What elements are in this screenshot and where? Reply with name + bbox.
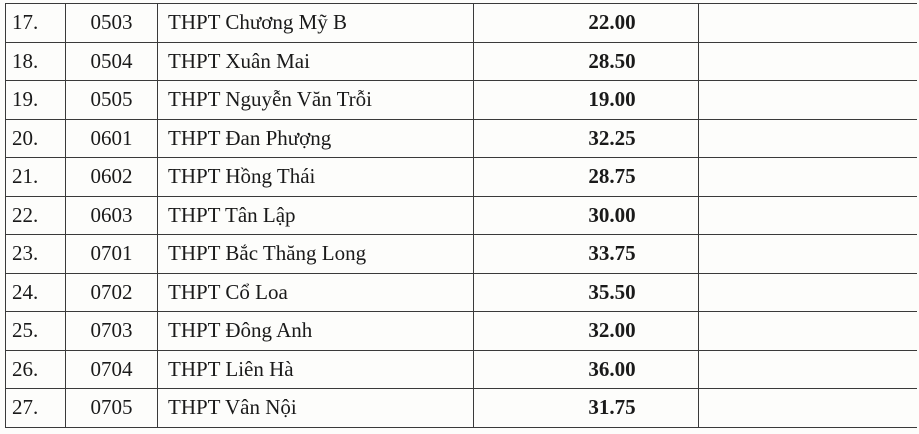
school-code: 0503: [65, 3, 158, 43]
table-row: 23. 0701 THPT Bắc Thăng Long 33.75: [5, 234, 917, 274]
note-cell: [698, 195, 917, 235]
school-name: THPT Cổ Loa: [157, 272, 474, 312]
school-code: 0505: [65, 80, 158, 120]
school-code: 0603: [65, 195, 158, 235]
cutoff-score: 32.00: [473, 311, 699, 351]
table-row: 20. 0601 THPT Đan Phượng 32.25: [5, 118, 917, 158]
row-number: 19.: [5, 80, 66, 120]
table-row: 21. 0602 THPT Hồng Thái 28.75: [5, 157, 917, 197]
cutoff-score: 33.75: [473, 234, 699, 274]
table-row: 26. 0704 THPT Liên Hà 36.00: [5, 349, 917, 389]
school-name: THPT Bắc Thăng Long: [157, 234, 474, 274]
note-cell: [698, 157, 917, 197]
table-row: 24. 0702 THPT Cổ Loa 35.50: [5, 272, 917, 312]
note-cell: [698, 311, 917, 351]
note-cell: [698, 349, 917, 389]
school-name: THPT Đông Anh: [157, 311, 474, 351]
school-code: 0601: [65, 118, 158, 158]
table-row: 27. 0705 THPT Vân Nội 31.75: [5, 388, 917, 428]
school-name: THPT Hồng Thái: [157, 157, 474, 197]
school-code: 0701: [65, 234, 158, 274]
school-name: THPT Chương Mỹ B: [157, 3, 474, 43]
cutoff-score: 36.00: [473, 349, 699, 389]
row-number: 17.: [5, 3, 66, 43]
row-number: 26.: [5, 349, 66, 389]
table-row: 17. 0503 THPT Chương Mỹ B 22.00: [5, 3, 917, 43]
school-code: 0602: [65, 157, 158, 197]
school-name: THPT Xuân Mai: [157, 41, 474, 81]
cutoff-score: 31.75: [473, 388, 699, 428]
note-cell: [698, 118, 917, 158]
cutoff-score: 28.50: [473, 41, 699, 81]
note-cell: [698, 388, 917, 428]
school-name: THPT Nguyễn Văn Trỗi: [157, 80, 474, 120]
score-table: 17. 0503 THPT Chương Mỹ B 22.00 18. 0504 THPT …: [5, 3, 917, 428]
school-name: THPT Vân Nội: [157, 388, 474, 428]
cutoff-score: 28.75: [473, 157, 699, 197]
cutoff-score: 35.50: [473, 272, 699, 312]
note-cell: [698, 80, 917, 120]
row-number: 22.: [5, 195, 66, 235]
row-number: 18.: [5, 41, 66, 81]
note-cell: [698, 272, 917, 312]
table-row: 19. 0505 THPT Nguyễn Văn Trỗi 19.00: [5, 80, 917, 120]
score-table-body: 17. 0503 THPT Chương Mỹ B 22.00 18. 0504 THPT …: [5, 3, 917, 428]
school-name: THPT Tân Lập: [157, 195, 474, 235]
row-number: 24.: [5, 272, 66, 312]
note-cell: [698, 3, 917, 43]
cutoff-score: 30.00: [473, 195, 699, 235]
school-code: 0703: [65, 311, 158, 351]
table-row: 18. 0504 THPT Xuân Mai 28.50: [5, 41, 917, 81]
row-number: 20.: [5, 118, 66, 158]
note-cell: [698, 234, 917, 274]
school-code: 0704: [65, 349, 158, 389]
table-row: 22. 0603 THPT Tân Lập 30.00: [5, 195, 917, 235]
school-code: 0504: [65, 41, 158, 81]
school-name: THPT Đan Phượng: [157, 118, 474, 158]
note-cell: [698, 41, 917, 81]
table-row: 25. 0703 THPT Đông Anh 32.00: [5, 311, 917, 351]
row-number: 27.: [5, 388, 66, 428]
cutoff-score: 19.00: [473, 80, 699, 120]
school-code: 0705: [65, 388, 158, 428]
row-number: 23.: [5, 234, 66, 274]
row-number: 25.: [5, 311, 66, 351]
cutoff-score: 32.25: [473, 118, 699, 158]
school-code: 0702: [65, 272, 158, 312]
cutoff-score: 22.00: [473, 3, 699, 43]
school-name: THPT Liên Hà: [157, 349, 474, 389]
row-number: 21.: [5, 157, 66, 197]
